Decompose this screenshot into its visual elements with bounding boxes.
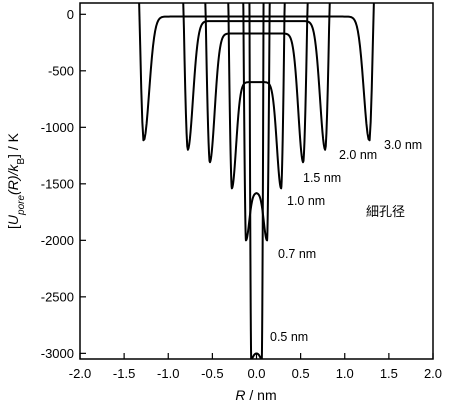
y-tick-label: -1500 bbox=[41, 176, 74, 191]
y-axis-label: [Upore(R)/kB] / K bbox=[5, 132, 27, 229]
x-tick-label: 1.5 bbox=[380, 366, 398, 381]
curve-2.0nm bbox=[182, 3, 331, 151]
plot-area: -2.0 -1.5 -1.0 -0.5 0.0 0.5 1.0 1.5 2.0 0 -500 -10… bbox=[41, 2, 442, 381]
curve-label-1.0nm: 1.0 nm bbox=[287, 194, 325, 208]
y-tick-label: 0 bbox=[67, 7, 74, 22]
x-tick-label: -0.5 bbox=[201, 366, 223, 381]
y-ticks: 0 -500 -1000 -1500 -2000 -2500 -3000 bbox=[41, 7, 86, 361]
curve-label-2.0nm: 2.0 nm bbox=[339, 148, 377, 162]
curve-label-1.5nm: 1.5 nm bbox=[303, 171, 341, 185]
curve-0.5nm bbox=[248, 3, 265, 359]
y-tick-label: -2500 bbox=[41, 289, 74, 304]
curve-label-0.7nm: 0.7 nm bbox=[278, 247, 316, 261]
curve-1.0nm bbox=[227, 3, 286, 190]
x-tick-label: 0.0 bbox=[247, 366, 265, 381]
y-tick-label: -2000 bbox=[41, 233, 74, 248]
y-tick-label: -1000 bbox=[41, 120, 74, 135]
curve-label-0.5nm: 0.5 nm bbox=[270, 330, 308, 344]
x-axis-label: R / nm bbox=[235, 387, 276, 403]
x-tick-label: 1.0 bbox=[336, 366, 354, 381]
curve-1.5nm bbox=[204, 3, 309, 164]
y-tick-label: -3000 bbox=[41, 346, 74, 361]
x-tick-label: -1.5 bbox=[113, 366, 135, 381]
curve-0.7nm bbox=[242, 3, 271, 242]
x-tick-label: 2.0 bbox=[424, 366, 442, 381]
y-tick-label: -500 bbox=[48, 63, 74, 78]
x-tick-label: -1.0 bbox=[157, 366, 179, 381]
x-tick-label: -2.0 bbox=[69, 366, 91, 381]
pore-diameter-annotation: 細孔径 bbox=[366, 204, 405, 219]
curve-3.0nm bbox=[138, 3, 375, 142]
potential-curves bbox=[138, 3, 375, 359]
plot-frame bbox=[79, 2, 434, 360]
curve-label-3.0nm: 3.0 nm bbox=[384, 138, 422, 152]
x-tick-label: 0.5 bbox=[292, 366, 310, 381]
x-ticks: -2.0 -1.5 -1.0 -0.5 0.0 0.5 1.0 1.5 2.0 bbox=[69, 353, 442, 381]
